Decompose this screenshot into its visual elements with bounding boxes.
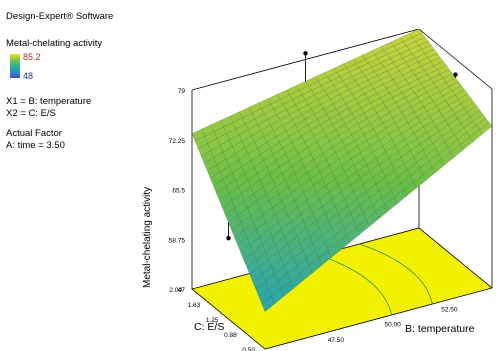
contour-line <box>359 243 433 305</box>
z-tick-label: 65.5 <box>172 188 185 195</box>
x-tick-label: 1.25 <box>206 317 219 324</box>
x-tick-label: 0.50 <box>242 347 255 351</box>
y-tick-label: 47.50 <box>328 337 345 344</box>
y-tick-label: 50.00 <box>385 322 402 329</box>
software-label: Design-Expert® Software <box>6 11 114 22</box>
design-point <box>226 235 231 241</box>
x1-factor-label: X1 = B: temperature <box>6 96 92 107</box>
y-tick-label: 52.50 <box>441 306 458 313</box>
response-label: Metal-chelating activity <box>6 38 103 49</box>
design-point <box>453 72 458 77</box>
tick-labels: 2.001.631.250.880.5045.0047.5050.0052.50… <box>169 88 458 351</box>
color-legend-bar <box>10 54 20 78</box>
x2-factor-label: X2 = C: E/S <box>6 108 56 119</box>
z-tick-label: 79 <box>178 88 186 95</box>
design-points <box>226 51 458 241</box>
floor-contour-lines <box>318 243 433 316</box>
actual-factor-value: A: time = 3.50 <box>6 140 65 151</box>
z-tick-label: 72.25 <box>169 138 186 145</box>
design-point <box>303 51 308 56</box>
x-tick-label: 2.00 <box>169 287 182 294</box>
x-axis-title: C: E/S <box>194 321 224 333</box>
legend-max-value: 85.2 <box>23 52 41 62</box>
frame-edge <box>418 28 493 90</box>
actual-factor-heading: Actual Factor <box>6 128 62 139</box>
x-tick-label: 1.63 <box>188 302 201 309</box>
x-tick-label: 0.88 <box>224 332 237 339</box>
surface-cell <box>261 296 275 312</box>
z-tick-label: 58.75 <box>169 237 186 244</box>
z-tick-label: 47 <box>178 287 186 294</box>
legend-min-value: 48 <box>23 71 34 81</box>
z-axis-title: Metal-chelating activity <box>142 187 153 288</box>
y-axis-title: B: temperature <box>405 323 475 335</box>
contour-line <box>318 254 392 316</box>
response-surface <box>191 28 493 312</box>
